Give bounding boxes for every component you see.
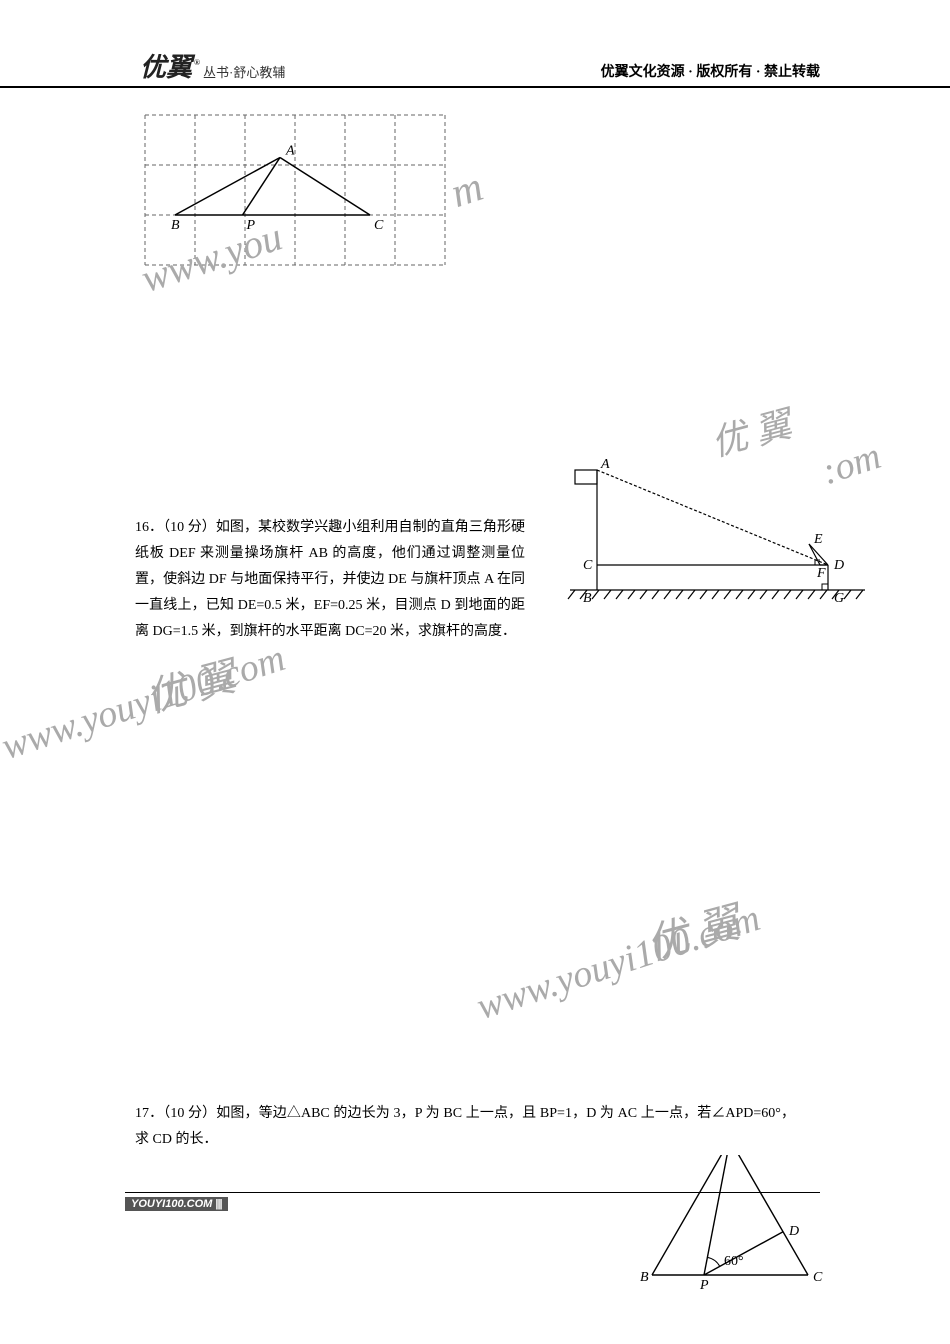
logo: 优翼 ® xyxy=(140,55,198,81)
figure-16-svg: A B C DE FG xyxy=(565,450,870,605)
svg-text:A: A xyxy=(285,144,295,159)
watermark-full-2: www.youyi100.com xyxy=(471,896,765,1029)
page-header: 优翼 ® 丛书 · 舒心教辅 优翼文化资源 · 版权所有 · 禁止转载 xyxy=(0,55,950,88)
figure-15: A B P C xyxy=(135,110,495,275)
watermark-logo-2: 优 翼 xyxy=(139,644,241,723)
header-left: 优翼 ® 丛书 · 舒心教辅 xyxy=(140,55,285,81)
problem-16-text: 16．（10 分）如图，某校数学兴趣小组利用自制的直角三角形硬纸板 DEF 来测… xyxy=(135,520,525,639)
svg-text:P: P xyxy=(246,218,256,233)
logo-sub2: 舒心教辅 xyxy=(233,62,285,81)
svg-text:A: A xyxy=(600,457,610,472)
svg-text:D: D xyxy=(788,1224,799,1239)
svg-text:B: B xyxy=(640,1270,649,1285)
footer-stripes-icon: ||| xyxy=(215,1198,221,1210)
svg-text:D: D xyxy=(833,558,844,573)
footer-text: YOUYI100.COM xyxy=(131,1198,212,1210)
svg-text:P: P xyxy=(699,1278,709,1290)
svg-text:F: F xyxy=(816,566,826,581)
watermark-full-1: www.youyi100.com xyxy=(0,636,290,769)
watermark-logo-3: 优 翼 xyxy=(639,889,746,972)
figure-17: ABCDP60° xyxy=(640,1155,830,1295)
svg-text:60°: 60° xyxy=(724,1254,744,1269)
svg-text:B: B xyxy=(583,591,592,605)
svg-text:C: C xyxy=(813,1270,823,1285)
logo-sub1: 丛书 xyxy=(203,62,229,81)
figure-16: A B C DE FG xyxy=(565,450,870,610)
header-right: 优翼文化资源 · 版权所有 · 禁止转载 xyxy=(601,61,820,81)
page-footer: YOUYI100.COM ||| xyxy=(125,1192,820,1212)
logo-reg-icon: ® xyxy=(194,59,200,67)
figure-17-svg: ABCDP60° xyxy=(640,1155,830,1290)
svg-text:C: C xyxy=(583,558,593,573)
svg-text:G: G xyxy=(834,591,844,605)
svg-text:B: B xyxy=(171,218,180,233)
logo-main: 优翼 xyxy=(140,55,192,81)
svg-text:C: C xyxy=(374,218,384,233)
svg-text:E: E xyxy=(813,532,823,547)
problem-17-text: 17．（10 分）如图，等边△ABC 的边长为 3，P 为 BC 上一点，且 B… xyxy=(135,1106,795,1147)
figure-15-svg: A B P C xyxy=(135,110,495,270)
footer-badge: YOUYI100.COM ||| xyxy=(125,1197,228,1211)
logo-text: 优翼 ® xyxy=(140,55,198,81)
problem-17: 17．（10 分）如图，等边△ABC 的边长为 3，P 为 BC 上一点，且 B… xyxy=(135,1101,795,1153)
problem-16: 16．（10 分）如图，某校数学兴趣小组利用自制的直角三角形硬纸板 DEF 来测… xyxy=(135,515,525,644)
